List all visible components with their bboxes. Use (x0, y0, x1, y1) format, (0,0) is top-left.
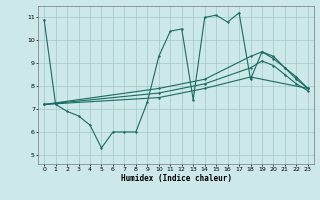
X-axis label: Humidex (Indice chaleur): Humidex (Indice chaleur) (121, 174, 231, 183)
